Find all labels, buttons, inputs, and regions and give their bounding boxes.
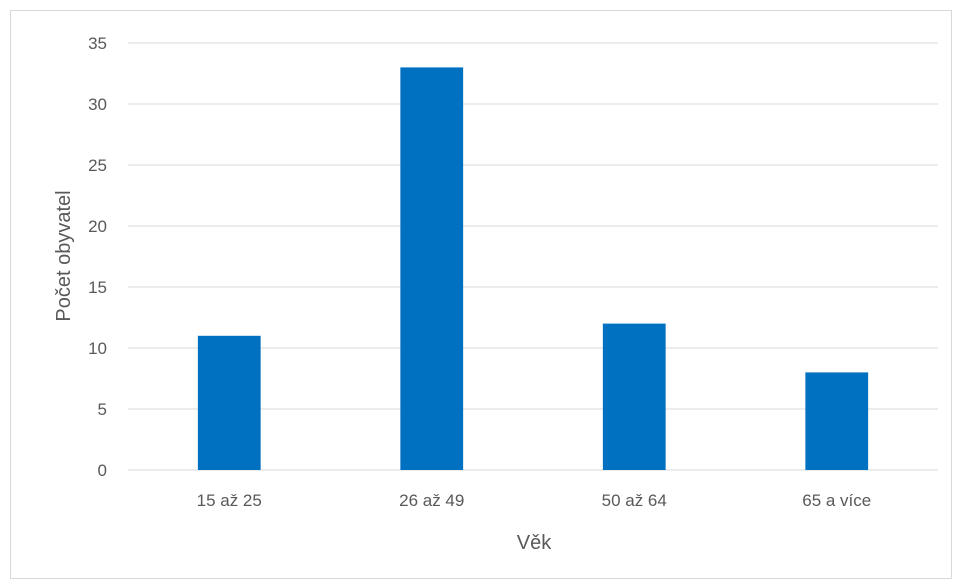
y-tick-label: 5 bbox=[98, 400, 107, 419]
y-tick-label: 25 bbox=[88, 156, 107, 175]
y-tick-label: 30 bbox=[88, 95, 107, 114]
chart-frame bbox=[10, 10, 952, 579]
x-tick-label: 50 až 64 bbox=[602, 491, 667, 510]
bar bbox=[400, 67, 464, 471]
y-axis-ticks: 0 5 10 15 20 25 30 35 bbox=[88, 34, 107, 480]
y-tick-label: 35 bbox=[88, 34, 107, 53]
y-tick-label: 10 bbox=[88, 339, 107, 358]
gridlines bbox=[128, 42, 938, 471]
x-tick-label: 65 a více bbox=[802, 491, 871, 510]
bar bbox=[805, 372, 869, 470]
y-tick-label: 20 bbox=[88, 217, 107, 236]
y-axis-title: Počet obyvatel bbox=[53, 190, 75, 321]
bars bbox=[197, 67, 869, 471]
bar bbox=[197, 335, 261, 470]
x-axis-title: Věk bbox=[517, 532, 552, 554]
y-tick-label: 15 bbox=[88, 278, 107, 297]
y-tick-label: 0 bbox=[98, 461, 107, 480]
bar bbox=[602, 323, 666, 470]
x-tick-label: 15 až 25 bbox=[197, 491, 262, 510]
x-axis-ticks: 15 až 25 26 až 49 50 až 64 65 a více bbox=[197, 491, 872, 510]
x-tick-label: 26 až 49 bbox=[399, 491, 464, 510]
